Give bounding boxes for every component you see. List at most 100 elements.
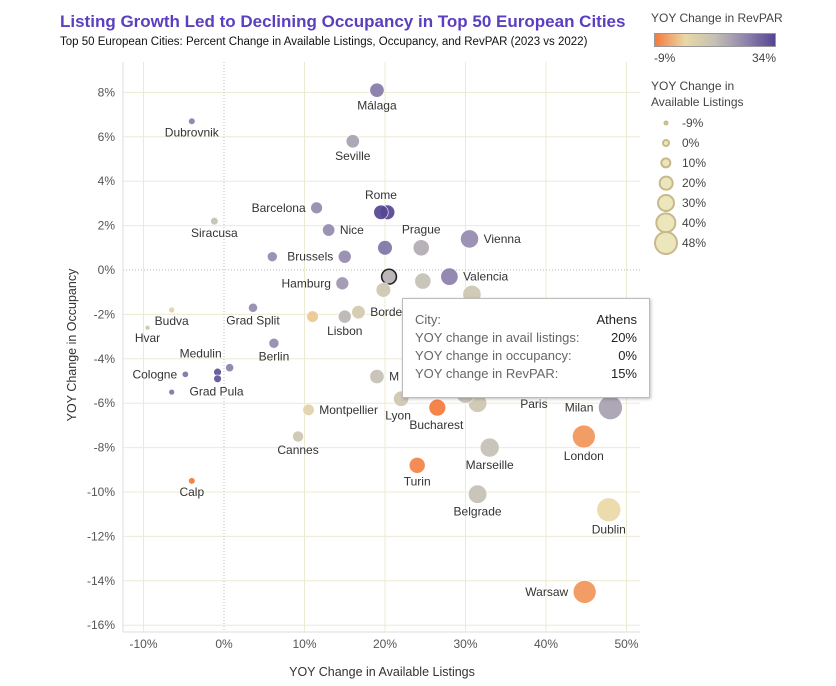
point-medulin[interactable] xyxy=(225,363,235,373)
size-legend-circle xyxy=(657,194,675,212)
point-city-2[interactable] xyxy=(375,282,391,298)
size-legend-label: 48% xyxy=(682,236,707,250)
tooltip-row-city: City: Athens xyxy=(415,311,637,329)
size-legend-item: 0% xyxy=(654,133,724,153)
chart-title: Listing Growth Led to Declining Occupanc… xyxy=(60,12,626,31)
point-grad-pula[interactable] xyxy=(213,374,222,383)
size-legend-label: 20% xyxy=(682,176,707,190)
x-tick-label: 0% xyxy=(215,637,233,651)
point-hamburg[interactable] xyxy=(335,276,350,291)
tooltip-value: Athens xyxy=(596,312,637,327)
point-zagreb[interactable] xyxy=(168,388,175,396)
city-label: London xyxy=(564,449,604,463)
point-belgrade[interactable] xyxy=(468,484,488,504)
y-tick-label: -6% xyxy=(94,396,116,410)
y-tick-label: 6% xyxy=(98,130,116,144)
point-valencia[interactable] xyxy=(440,267,459,286)
point-seville[interactable] xyxy=(345,134,360,149)
point-dubrovnik[interactable] xyxy=(188,117,196,125)
point-nice[interactable] xyxy=(322,223,336,237)
city-label: Cologne xyxy=(132,367,177,381)
point-bucharest[interactable] xyxy=(428,398,447,417)
point-montpellier[interactable] xyxy=(302,403,315,416)
tooltip-label: City: xyxy=(415,312,441,327)
city-label: Budva xyxy=(155,314,189,328)
size-legend-item: 48% xyxy=(654,231,724,255)
size-legend-item: 20% xyxy=(654,173,724,193)
tooltip-row-revpar: YOY change in RevPAR: 15% xyxy=(415,365,637,383)
point-milan[interactable] xyxy=(598,395,623,420)
size-legend-circle xyxy=(662,139,670,147)
point-marseille[interactable] xyxy=(479,437,500,458)
city-label: Rome xyxy=(365,188,397,202)
point-hvar[interactable] xyxy=(144,324,151,331)
point-london[interactable] xyxy=(572,424,596,449)
size-legend-circle xyxy=(660,157,672,169)
city-label: Dublin xyxy=(592,523,626,537)
point-warsaw[interactable] xyxy=(572,580,597,604)
point-brussels-2[interactable] xyxy=(337,249,352,264)
y-tick-label: 4% xyxy=(98,174,116,188)
point-brussels[interactable] xyxy=(266,251,278,262)
city-label: Grad Split xyxy=(226,313,280,327)
x-tick-label: 40% xyxy=(534,637,558,651)
size-legend-circle xyxy=(658,175,674,191)
point-dublin[interactable] xyxy=(596,497,622,523)
city-label: Belgrade xyxy=(454,504,502,518)
y-tick-label: -2% xyxy=(94,307,116,321)
point-cologne[interactable] xyxy=(181,370,189,378)
y-tick-label: -10% xyxy=(87,485,115,499)
point-cannes[interactable] xyxy=(292,430,304,443)
size-legend-title-2: Available Listings xyxy=(651,95,744,109)
city-label: Turin xyxy=(404,474,431,488)
city-label: Brussels xyxy=(287,250,333,264)
point-porto[interactable] xyxy=(306,310,319,323)
city-label: Berlin xyxy=(259,349,290,363)
point-athens[interactable] xyxy=(380,268,398,285)
point-lisbon[interactable] xyxy=(337,309,352,324)
point-siracusa[interactable] xyxy=(210,217,219,226)
point-berlin[interactable] xyxy=(268,337,280,349)
city-label: Warsaw xyxy=(525,585,568,599)
city-label: Paris xyxy=(520,397,547,411)
size-legend-title-1: YOY Change in xyxy=(651,79,735,93)
point-prague-2[interactable] xyxy=(412,239,430,257)
city-label: Lyon xyxy=(385,408,411,422)
color-legend-gradient[interactable] xyxy=(654,33,776,47)
x-tick-label: 30% xyxy=(453,637,477,651)
point-barcelona[interactable] xyxy=(310,201,323,215)
point-calp[interactable] xyxy=(188,477,196,485)
point-city-1[interactable] xyxy=(414,272,432,290)
x-axis-title: YOY Change in Available Listings xyxy=(289,665,475,679)
city-label: Vienna xyxy=(484,232,521,246)
point-turin[interactable] xyxy=(408,457,426,474)
point-prague[interactable] xyxy=(377,240,393,256)
point-bordeaux[interactable] xyxy=(351,305,366,320)
city-label: Barcelona xyxy=(252,201,306,215)
city-label: Valencia xyxy=(463,270,508,284)
chart-subtitle: Top 50 European Cities: Percent Change i… xyxy=(60,36,588,48)
x-tick-label: 10% xyxy=(292,637,316,651)
city-label: Marseille xyxy=(466,458,514,472)
x-tick-label: 20% xyxy=(373,637,397,651)
y-tick-label: 0% xyxy=(98,263,116,277)
size-legend-circle xyxy=(654,231,678,255)
y-axis-title: YOY Change in Occupancy xyxy=(65,268,79,421)
y-tick-label: 8% xyxy=(98,85,116,99)
city-label: Lisbon xyxy=(327,324,362,338)
point-grad-split[interactable] xyxy=(248,302,258,313)
city-label: Cannes xyxy=(277,443,318,457)
city-label: Málaga xyxy=(357,98,397,112)
size-legend-label: 40% xyxy=(682,216,707,230)
point-madrid[interactable] xyxy=(369,369,385,385)
point-rome[interactable] xyxy=(373,204,389,220)
city-label: Montpellier xyxy=(319,403,378,417)
point-vienna[interactable] xyxy=(460,229,479,249)
city-label: Hvar xyxy=(135,331,160,345)
tooltip-label: YOY change in RevPAR: xyxy=(415,366,559,381)
y-tick-label: -4% xyxy=(94,352,116,366)
point-m-laga[interactable] xyxy=(369,82,385,98)
y-tick-label: 2% xyxy=(98,219,116,233)
size-legend-circle xyxy=(663,120,669,126)
point-budva[interactable] xyxy=(168,306,175,314)
